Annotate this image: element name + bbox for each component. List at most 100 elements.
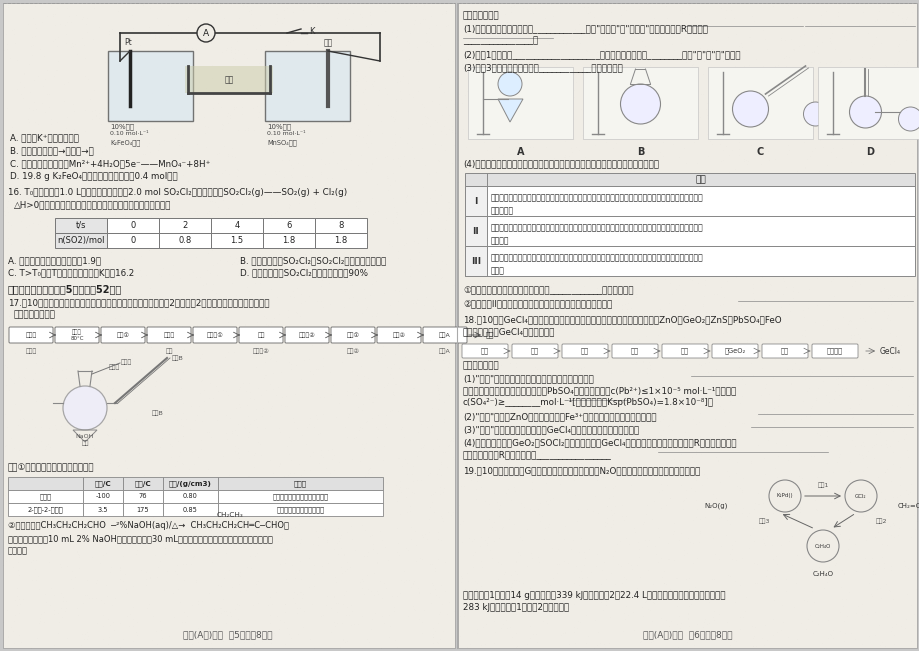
Text: 向三颈烧瓶中加入10 mL 2% NaOH溶液，逐滴加入30 mL正丁醛，加热使其充分反应。按上述流程提: 向三颈烧瓶中加入10 mL 2% NaOH溶液，逐滴加入30 mL正丁醛，加热使… [8, 534, 273, 543]
Point [172, 166, 187, 176]
Text: 及实验装置如下：: 及实验装置如下： [14, 310, 56, 319]
Point [453, 570, 468, 581]
Point [339, 527, 354, 537]
Point [823, 118, 837, 129]
Point [17, 372, 31, 383]
Point [486, 535, 501, 546]
Point [109, 48, 124, 58]
Point [715, 65, 730, 76]
Point [220, 17, 234, 27]
Point [314, 274, 329, 284]
Point [658, 1, 673, 11]
Point [283, 633, 298, 643]
Point [633, 182, 648, 193]
Point [597, 382, 612, 393]
Point [603, 93, 618, 104]
Point [222, 113, 237, 124]
FancyBboxPatch shape [761, 344, 807, 358]
Point [117, 491, 131, 501]
Point [639, 363, 653, 373]
Point [605, 32, 619, 42]
Point [572, 386, 586, 396]
Point [426, 139, 441, 149]
Point [281, 356, 296, 367]
Point [125, 10, 140, 20]
Point [683, 335, 698, 346]
Point [605, 160, 619, 171]
Point [72, 550, 86, 561]
Point [259, 506, 274, 516]
Point [113, 642, 128, 651]
Point [902, 600, 917, 610]
Point [773, 540, 788, 551]
Point [869, 142, 884, 152]
Point [460, 57, 475, 68]
Point [762, 132, 777, 142]
Point [411, 346, 425, 356]
Point [292, 76, 307, 87]
Point [886, 136, 901, 146]
Point [232, 567, 246, 577]
Point [150, 537, 165, 547]
Point [727, 384, 742, 395]
Point [344, 334, 358, 344]
Point [549, 376, 563, 386]
Point [209, 524, 223, 534]
Point [437, 120, 451, 131]
Point [611, 585, 626, 595]
Point [272, 615, 287, 626]
Point [61, 187, 75, 198]
Point [657, 405, 672, 415]
Point [813, 637, 828, 648]
Point [171, 486, 186, 496]
Point [138, 161, 153, 171]
Point [357, 443, 371, 453]
Point [766, 106, 781, 117]
Point [504, 581, 518, 592]
Point [756, 518, 771, 528]
Point [617, 613, 631, 624]
Point [618, 511, 632, 521]
Point [373, 326, 388, 337]
Point [255, 410, 269, 421]
Point [399, 365, 414, 376]
Point [893, 225, 908, 236]
Point [487, 626, 502, 637]
Point [652, 440, 666, 450]
Point [675, 240, 690, 251]
Point [834, 486, 849, 496]
Point [536, 290, 550, 301]
Point [882, 375, 897, 385]
Point [490, 557, 505, 567]
Point [108, 535, 122, 546]
Point [173, 414, 187, 424]
Point [803, 57, 818, 67]
Point [292, 603, 307, 613]
Point [821, 397, 835, 408]
Point [852, 234, 867, 244]
Point [380, 89, 394, 100]
Point [505, 324, 520, 334]
Point [204, 361, 219, 371]
Point [575, 400, 590, 411]
Point [397, 454, 412, 464]
Point [587, 615, 602, 625]
Point [146, 363, 161, 374]
Point [338, 586, 353, 596]
Point [331, 214, 346, 225]
Point [894, 135, 909, 145]
Point [900, 374, 914, 385]
Point [373, 643, 388, 651]
Point [853, 120, 868, 131]
Point [525, 8, 539, 18]
Point [231, 419, 245, 430]
Point [220, 149, 234, 159]
Point [352, 422, 367, 432]
Point [363, 18, 378, 29]
Point [10, 55, 25, 65]
Point [460, 155, 475, 165]
Point [188, 93, 203, 104]
Point [299, 330, 313, 340]
Point [329, 28, 344, 38]
Point [376, 577, 391, 588]
